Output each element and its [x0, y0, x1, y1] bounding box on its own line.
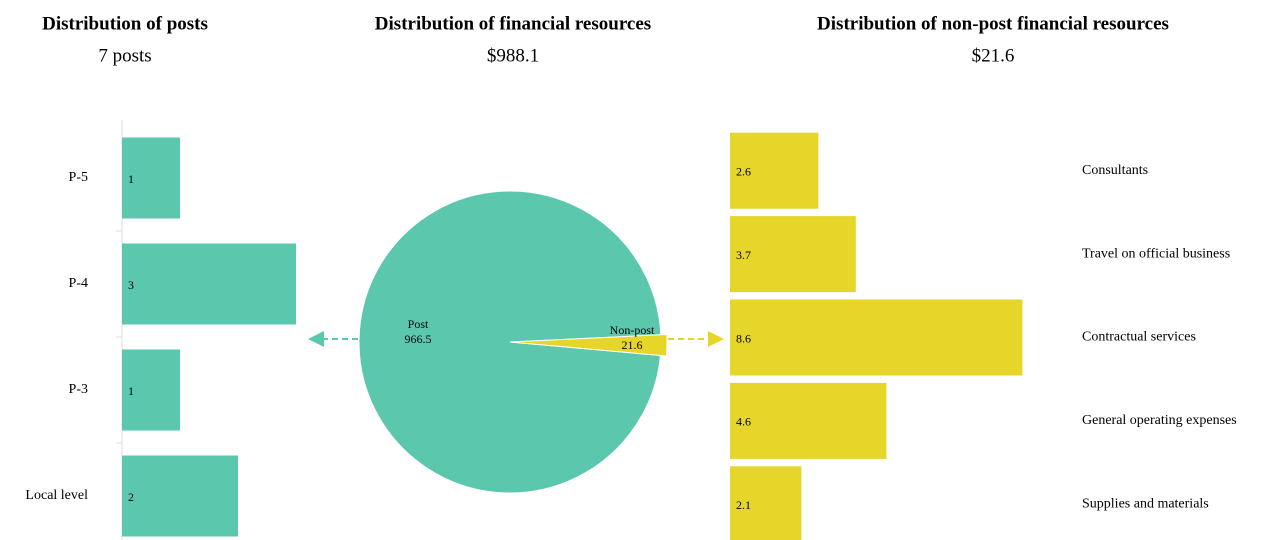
- bar: [730, 216, 856, 293]
- chart-subtitle: $21.6: [972, 45, 1015, 66]
- bar: [122, 137, 180, 219]
- value-label: 2: [128, 490, 134, 504]
- chart-title: Distribution of non-post financial resou…: [817, 13, 1169, 34]
- bar: [730, 466, 802, 540]
- pie-slice: [509, 333, 668, 357]
- category-label: Consultants: [1082, 163, 1148, 178]
- slice-label: Non-post: [610, 323, 655, 337]
- value-label: 1: [128, 384, 134, 398]
- value-label: 1: [128, 172, 134, 186]
- pie-slice: [358, 190, 662, 494]
- category-label: P-3: [69, 382, 88, 397]
- chart-subtitle: 7 posts: [98, 45, 151, 66]
- value-label: 2.6: [736, 164, 751, 178]
- category-label: Local level: [25, 488, 88, 503]
- bar: [122, 455, 238, 537]
- bar: [730, 382, 887, 459]
- slice-value: 966.5: [405, 332, 432, 346]
- value-label: 3: [128, 278, 134, 292]
- slice-label: Post: [408, 317, 429, 331]
- value-label: 2.1: [736, 498, 751, 512]
- bar: [730, 299, 1023, 376]
- category-label: P-5: [69, 170, 88, 185]
- chart-title: Distribution of financial resources: [375, 13, 651, 34]
- bar: [122, 349, 180, 431]
- category-label: P-4: [69, 276, 88, 291]
- bar: [730, 132, 819, 209]
- chart-subtitle: $988.1: [487, 45, 539, 66]
- category-label: General operating expenses: [1082, 413, 1237, 428]
- value-label: 8.6: [736, 331, 751, 345]
- value-label: 4.6: [736, 415, 751, 429]
- value-label: 3.7: [736, 248, 751, 262]
- category-label: Contractual services: [1082, 330, 1196, 345]
- category-label: Supplies and materials: [1082, 497, 1209, 512]
- category-label: Travel on official business: [1082, 246, 1230, 261]
- chart-title: Distribution of posts: [42, 13, 208, 34]
- bar: [122, 243, 296, 325]
- slice-value: 21.6: [622, 338, 643, 352]
